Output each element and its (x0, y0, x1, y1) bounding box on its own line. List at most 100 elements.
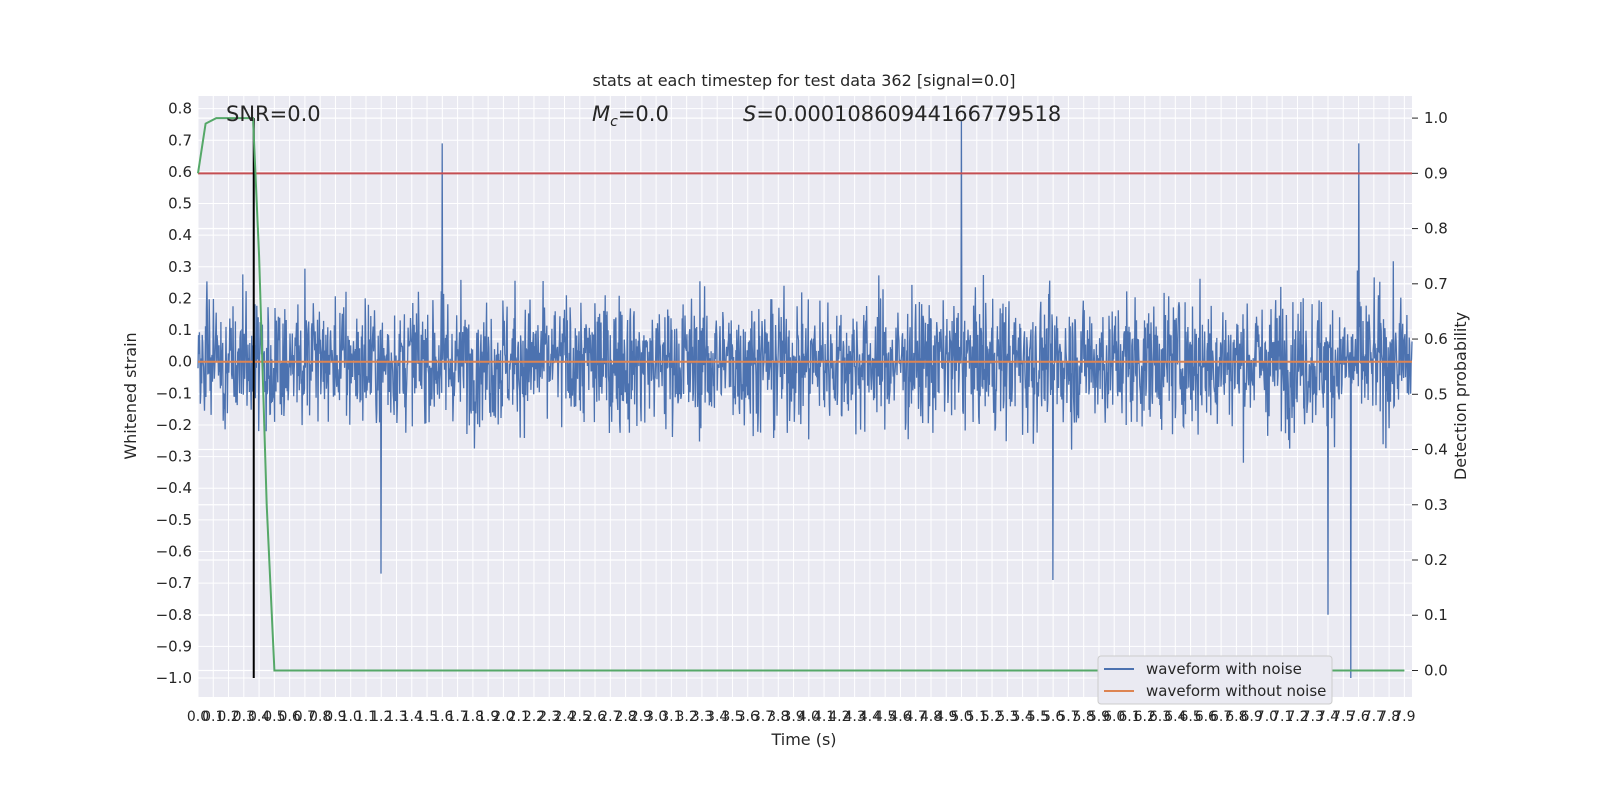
x-tick-label: 1.6 (431, 709, 453, 725)
x-tick-label: 4.2 (828, 709, 850, 725)
x-tick-label: 4.8 (920, 709, 942, 725)
y-tick-label: −0.5 (156, 511, 192, 529)
y-tick-label: −0.4 (156, 479, 192, 497)
series-waveform-with-noise (197, 121, 1413, 679)
y2-tick-label: 0.0 (1424, 661, 1448, 679)
plot-background (198, 96, 1412, 697)
x-tick-label: 6.8 (1225, 709, 1247, 725)
x-tick-label: 7.9 (1393, 709, 1415, 725)
x-tick-label: 2.3 (538, 709, 560, 725)
y-tick-label: −0.8 (156, 606, 192, 624)
x-tick-label: 7.8 (1378, 709, 1400, 725)
y2-tick-label: 0.2 (1424, 551, 1448, 569)
x-tick-label: 2.0 (492, 709, 514, 725)
legend-label-noise: waveform with noise (1146, 660, 1302, 678)
x-tick-label: 6.0 (1103, 709, 1125, 725)
x-tick-label: 2.2 (523, 709, 545, 725)
y-tick-label: −0.1 (156, 384, 192, 402)
y-tick-label: 0.6 (168, 163, 192, 181)
x-tick-label: 1.3 (385, 709, 407, 725)
legend: waveform with noise waveform without noi… (1097, 655, 1333, 705)
x-tick-label: 2.7 (599, 709, 621, 725)
x-tick-label: 5.0 (950, 709, 972, 725)
y-tick-label: 0.8 (168, 100, 192, 118)
y2-tick-label: 1.0 (1424, 109, 1448, 127)
x-tick-label: 5.9 (1088, 709, 1110, 725)
x-tick-label: 3.0 (645, 709, 667, 725)
x-tick-label: 7.6 (1347, 709, 1369, 725)
y-tick-label: −0.7 (156, 574, 192, 592)
y-tick-label: −0.9 (156, 637, 192, 655)
x-tick-label: 2.5 (569, 709, 591, 725)
x-tick-label: 6.1 (1118, 709, 1140, 725)
legend-label-clean: waveform without noise (1146, 682, 1326, 700)
x-tick-label: 5.6 (1042, 709, 1064, 725)
x-axis-label: Time (s) (770, 730, 836, 749)
x-tick-label: 0.7 (294, 709, 316, 725)
y2-tick-label: 0.9 (1424, 164, 1448, 182)
y2-axis-label: Detection probability (1451, 312, 1470, 480)
x-tick-label: 2.8 (614, 709, 636, 725)
x-tick-label: 6.9 (1241, 709, 1263, 725)
y2-tick-label: 0.3 (1424, 496, 1448, 514)
x-tick-label: 0.3 (233, 709, 255, 725)
x-tick-label: 2.1 (508, 709, 530, 725)
legend-box (1097, 655, 1333, 705)
annotation-snr: SNR=0.0 (226, 102, 321, 126)
x-tick-label: 5.3 (996, 709, 1018, 725)
x-tick-label: 7.1 (1271, 709, 1293, 725)
x-tick-label: 7.4 (1317, 709, 1339, 725)
x-tick-label: 3.7 (752, 709, 774, 725)
x-tick-label: 0.6 (278, 709, 300, 725)
x-tick-label: 6.4 (1164, 709, 1186, 725)
x-tick-label: 4.6 (889, 709, 911, 725)
x-tick-label: 1.8 (462, 709, 484, 725)
y-tick-label: −0.6 (156, 542, 192, 560)
x-tick-label: 0.5 (263, 709, 285, 725)
y-tick-label: 0.2 (168, 289, 192, 307)
y-tick-label: 0.7 (168, 131, 192, 149)
x-tick-label: 3.2 (676, 709, 698, 725)
x-tick-label: 3.9 (782, 709, 804, 725)
x-tick-label: 4.4 (859, 709, 881, 725)
x-tick-label: 3.5 (721, 709, 743, 725)
y-tick-label: 0.1 (168, 321, 192, 339)
x-tick-label: 6.7 (1210, 709, 1232, 725)
x-tick-label: 5.7 (1057, 709, 1079, 725)
annotation-mc: Mc=0.0 (592, 102, 669, 130)
x-tick-label: 4.0 (798, 709, 820, 725)
x-tick-label: 4.3 (843, 709, 865, 725)
x-tick-label: 1.5 (416, 709, 438, 725)
annotation-s: S=0.00010860944166779518 (743, 102, 1061, 126)
y2-tick-label: 0.8 (1424, 220, 1448, 238)
x-tick-label: 4.1 (813, 709, 835, 725)
y-tick-label: 0.0 (168, 353, 192, 371)
x-tick-label: 6.2 (1134, 709, 1156, 725)
x-tick-label: 1.2 (370, 709, 392, 725)
x-tick-label: 6.5 (1179, 709, 1201, 725)
x-tick-label: 1.4 (401, 709, 423, 725)
y-tick-label: 0.4 (168, 226, 192, 244)
x-tick-label: 1.0 (340, 709, 362, 725)
x-tick-label: 2.9 (630, 709, 652, 725)
x-tick-label: 0.4 (248, 709, 270, 725)
x-tick-label: 5.5 (1027, 709, 1049, 725)
y-tick-label: −0.2 (156, 416, 192, 434)
x-tick-label: 6.6 (1195, 709, 1217, 725)
x-tick-label: 7.3 (1302, 709, 1324, 725)
x-tick-label: 3.8 (767, 709, 789, 725)
x-tick-label: 6.3 (1149, 709, 1171, 725)
x-tick-label: 0.2 (217, 709, 239, 725)
x-tick-label: 0.1 (202, 709, 224, 725)
y-tick-label: −0.3 (156, 448, 192, 466)
y-axis-right: 1.0 0.9 0.8 0.7 0.6 0.5 0.4 0.3 0.2 0.1 0.0 (1412, 109, 1448, 679)
x-tick-label: 3.4 (706, 709, 728, 725)
x-tick-label: 3.1 (660, 709, 682, 725)
y2-tick-label: 0.1 (1424, 606, 1448, 624)
x-tick-label: 1.1 (355, 709, 377, 725)
x-tick-label: 4.7 (905, 709, 927, 725)
x-tick-label: 0.0 (187, 709, 209, 725)
x-tick-label: 0.9 (324, 709, 346, 725)
y2-tick-label: 0.5 (1424, 385, 1448, 403)
